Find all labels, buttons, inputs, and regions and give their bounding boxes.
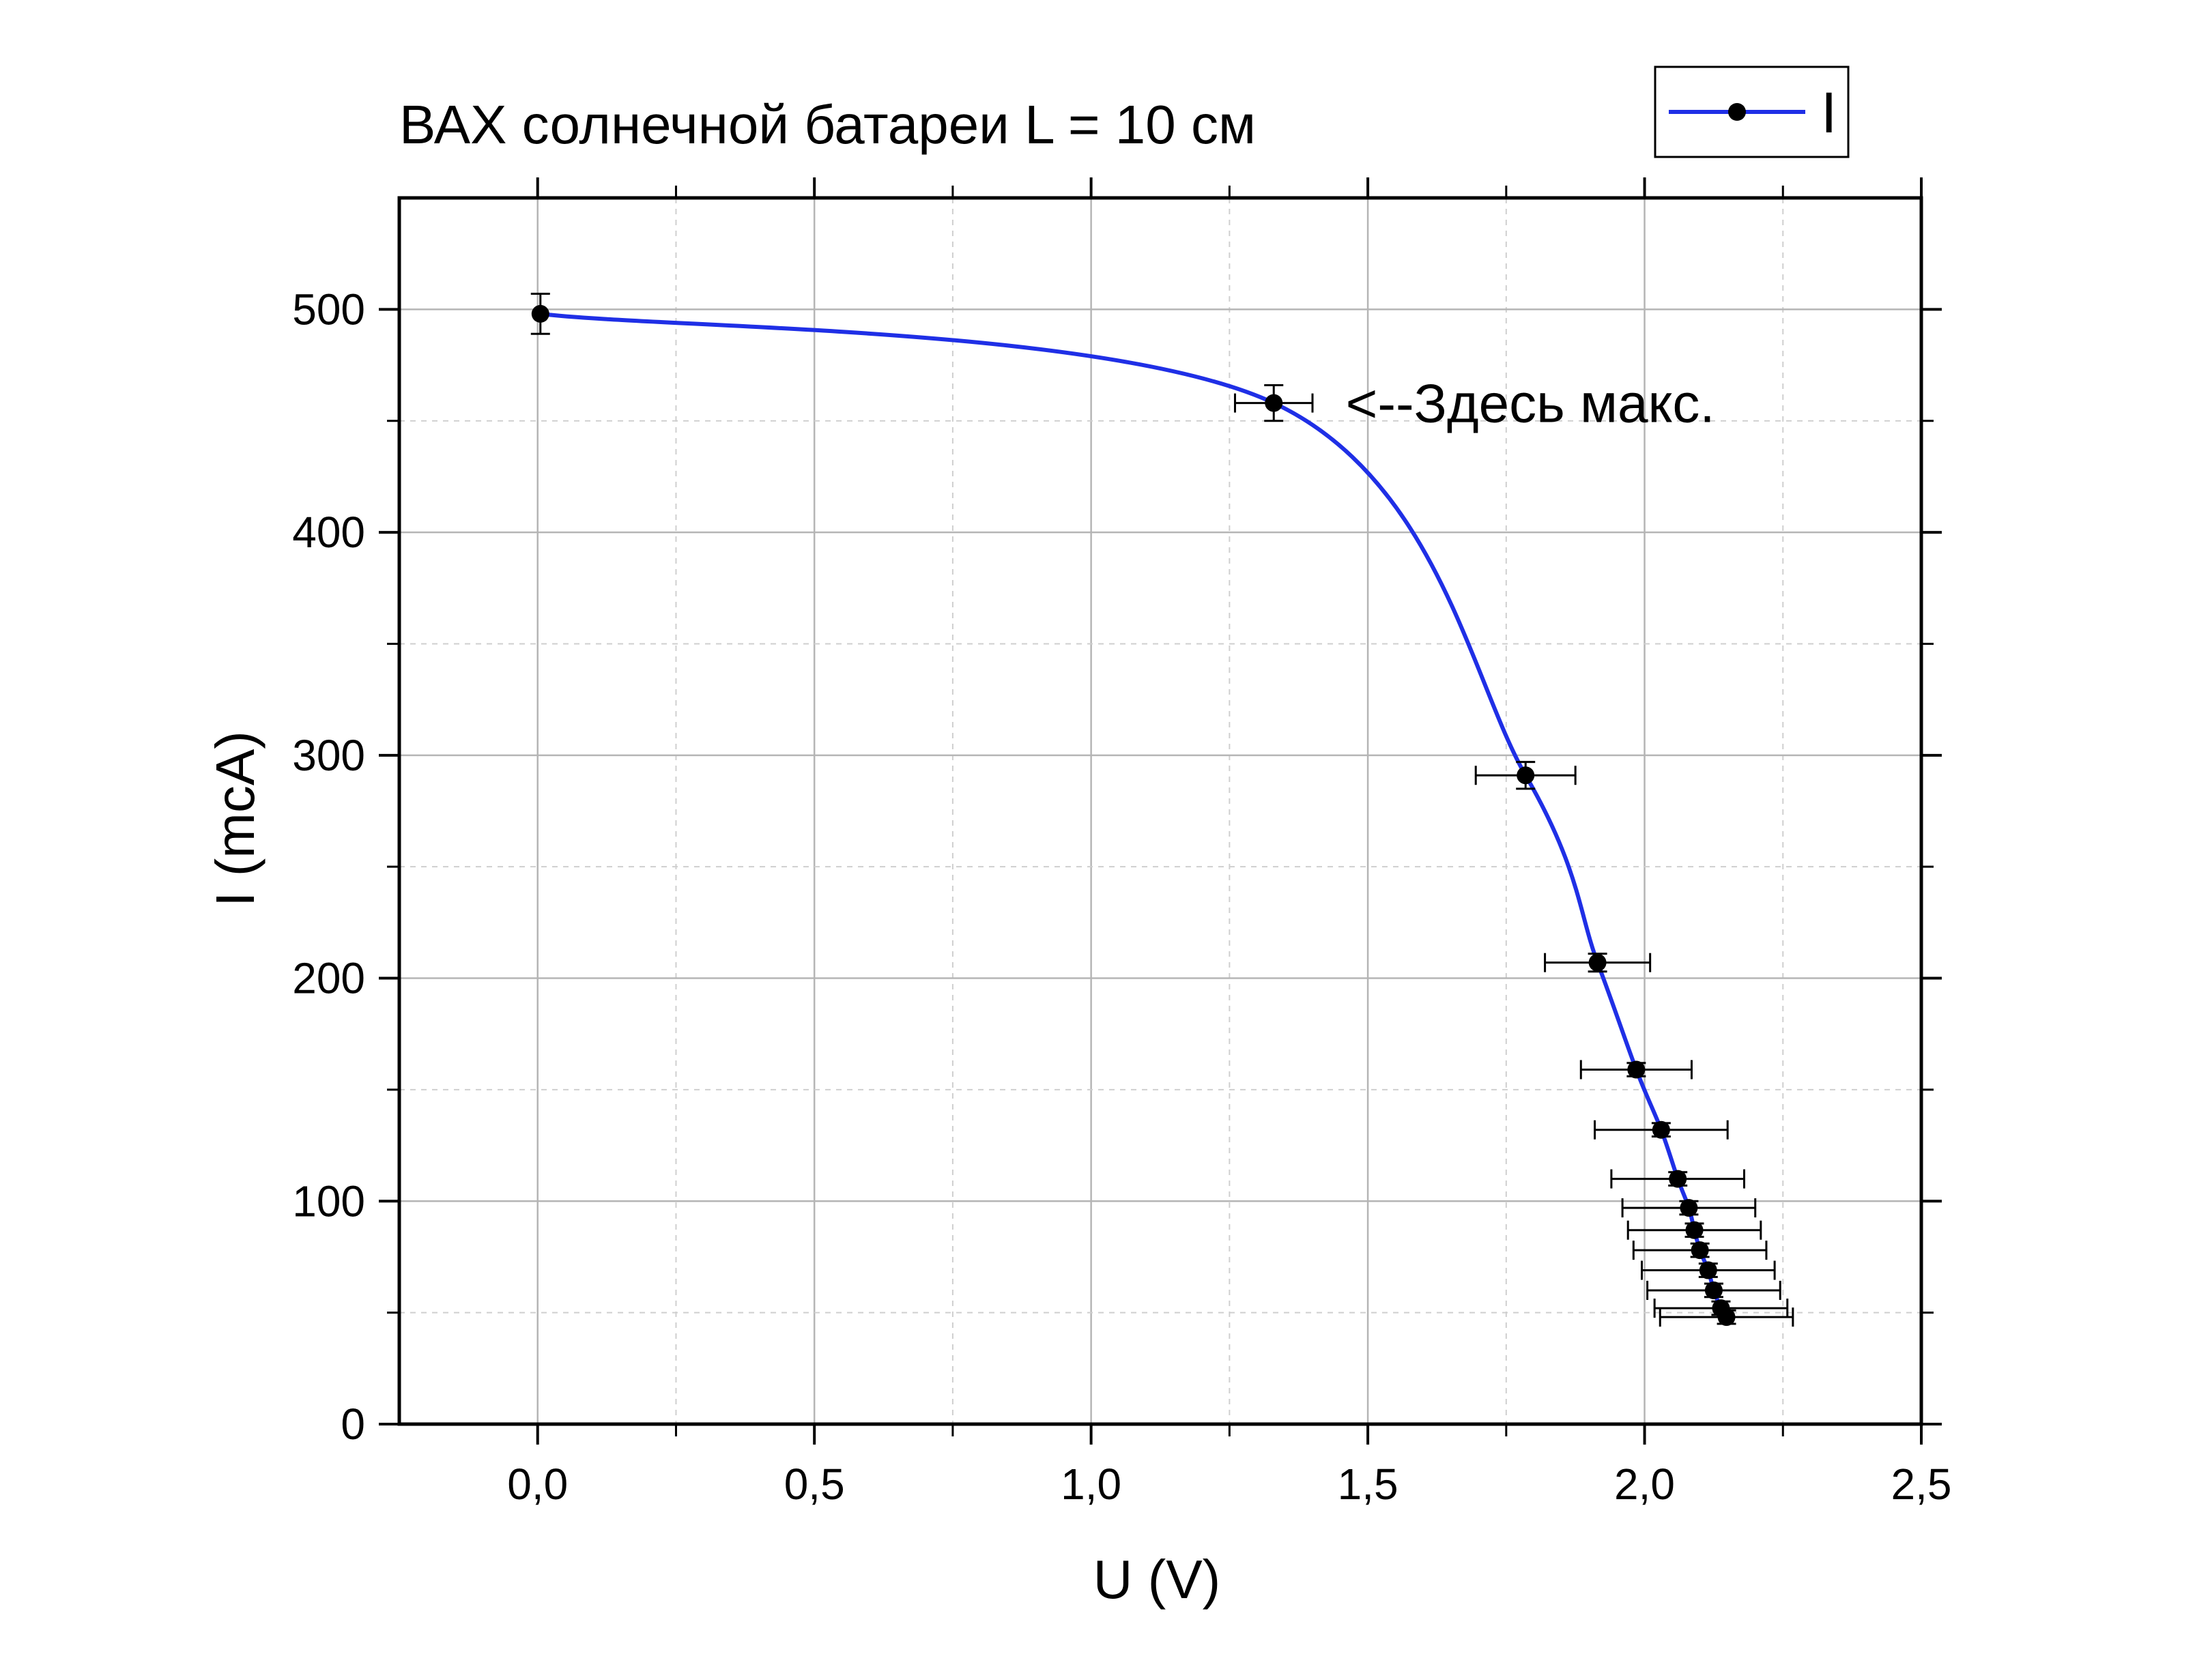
chart-title: ВАХ солнечной батареи L = 10 см — [399, 94, 1256, 155]
grid — [399, 198, 1921, 1424]
annotation-text: <--Здесь макс. — [1346, 373, 1715, 434]
data-point — [531, 304, 549, 323]
data-point — [1691, 1241, 1709, 1260]
axis-ticks: 0,0 0,5 1,0 1,5 2,0 2,5 0 100 200 300 400 500 — [292, 177, 1951, 1509]
annotations: <--Здесь макс. — [1346, 373, 1715, 434]
series-line — [540, 311, 1729, 1318]
data-point — [1699, 1261, 1717, 1279]
y-tick-label: 0 — [341, 1400, 365, 1449]
legend: I — [1654, 66, 1850, 158]
x-tick-label: 2,5 — [1891, 1460, 1952, 1509]
data-point — [1669, 1170, 1687, 1188]
data-point — [1685, 1221, 1704, 1239]
data-point — [1517, 766, 1535, 785]
x-axis-title: U (V) — [1093, 1549, 1221, 1610]
data-point — [1627, 1060, 1646, 1079]
data-point — [1680, 1199, 1698, 1217]
legend-marker — [1728, 103, 1746, 121]
plot-border — [397, 196, 1923, 1426]
data-point — [1652, 1120, 1670, 1139]
y-tick-label: 200 — [292, 954, 365, 1003]
x-tick-label: 1,5 — [1338, 1460, 1398, 1509]
y-tick-label: 400 — [292, 508, 365, 557]
y-tick-label: 100 — [292, 1176, 365, 1226]
x-tick-label: 0,0 — [507, 1460, 568, 1509]
series-layer — [530, 292, 1794, 1327]
y-tick-label: 500 — [292, 285, 365, 334]
x-tick-label: 0,5 — [784, 1460, 845, 1509]
data-point — [1265, 394, 1283, 412]
y-axis-title: I (mcA) — [205, 731, 266, 907]
x-tick-label: 1,0 — [1061, 1460, 1121, 1509]
data-point — [1588, 953, 1607, 972]
data-point — [1717, 1308, 1736, 1327]
y-tick-label: 300 — [292, 731, 365, 780]
plot-frame — [397, 196, 1923, 1426]
legend-label: I — [1821, 81, 1837, 145]
data-point — [1704, 1281, 1723, 1299]
x-tick-label: 2,0 — [1614, 1460, 1675, 1509]
